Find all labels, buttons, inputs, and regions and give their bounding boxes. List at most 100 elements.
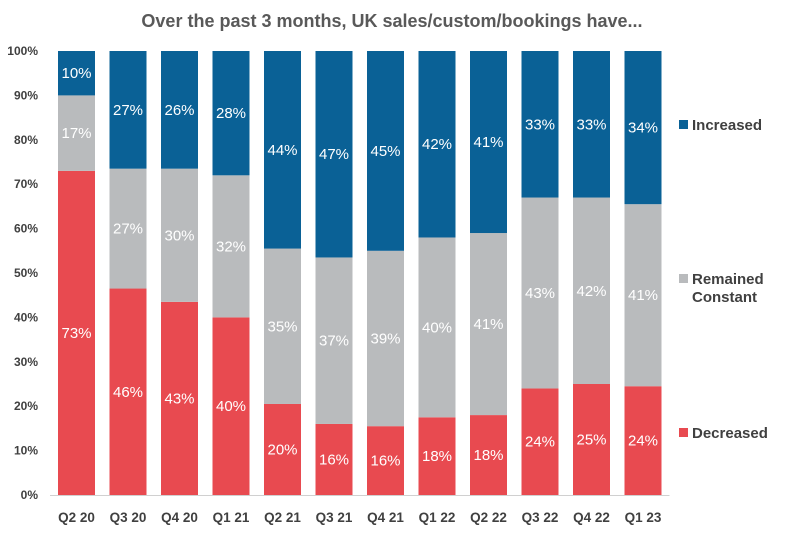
y-tick-label: 80% — [14, 133, 38, 147]
legend-swatch — [679, 120, 688, 129]
x-tick-label: Q2 21 — [264, 510, 301, 525]
data-label: 16% — [370, 453, 400, 470]
data-label: 24% — [628, 433, 658, 450]
x-tick-label: Q1 23 — [625, 510, 662, 525]
bar-segment-remained-constant — [161, 168, 198, 302]
legend-label: Increased — [692, 117, 762, 134]
data-label: 18% — [473, 447, 503, 464]
data-label: 45% — [370, 143, 400, 160]
legend-swatch — [679, 428, 688, 437]
data-label: 32% — [216, 238, 246, 255]
bar-segment-decreased — [521, 388, 559, 495]
y-axis: 0% 10% 20% 30% 40% 50% 60% 70% 80% 90% 100% — [7, 44, 38, 502]
data-label: 73% — [61, 325, 91, 342]
bar-segment-remained-constant — [315, 257, 353, 424]
data-label: 40% — [422, 319, 452, 336]
data-label: 25% — [576, 432, 606, 449]
bar-segment-increased — [470, 51, 507, 234]
x-tick-label: Q2 20 — [58, 510, 95, 525]
data-label: 18% — [422, 448, 452, 465]
bar-segment-remained-constant — [573, 197, 610, 384]
bar-segment-decreased — [624, 386, 662, 495]
y-tick-label: 50% — [14, 266, 38, 280]
bar-segment-remained-constant — [521, 197, 559, 389]
x-tick-label: Q3 22 — [522, 510, 559, 525]
data-label: 41% — [473, 134, 503, 151]
bars: 73% 17% 10% 46% 27% 27% 43% 30% 26% 40% 32% 28% 20% 3… — [58, 51, 662, 495]
data-label: 43% — [164, 390, 194, 407]
y-tick-label: 60% — [14, 222, 38, 236]
bar-segment-increased — [212, 51, 250, 176]
bar-segment-increased — [367, 51, 404, 251]
x-tick-label: Q3 20 — [110, 510, 147, 525]
bar-segment-increased — [315, 51, 353, 258]
data-label: 10% — [61, 65, 91, 82]
bar-segment-remained-constant — [418, 237, 456, 418]
data-label: 42% — [576, 283, 606, 300]
bar-segment-decreased — [573, 384, 610, 495]
legend-swatch — [679, 274, 688, 283]
data-label: 43% — [525, 285, 555, 302]
bar-segment-increased — [418, 51, 456, 238]
data-label: 39% — [370, 330, 400, 347]
x-tick-label: Q4 21 — [367, 510, 404, 525]
bar-segment-increased — [264, 51, 301, 249]
y-tick-label: 90% — [14, 88, 38, 102]
data-label: 37% — [319, 333, 349, 350]
data-label: 47% — [319, 146, 349, 163]
data-label: 20% — [267, 441, 297, 458]
bar-segment-decreased — [367, 426, 404, 495]
bar-segment-decreased — [264, 403, 301, 495]
data-label: 41% — [628, 287, 658, 304]
legend-label: Decreased — [692, 425, 768, 442]
y-tick-label: 0% — [21, 488, 39, 502]
data-label: 16% — [319, 451, 349, 468]
bar-segment-remained-constant — [109, 168, 147, 289]
chart-title: Over the past 3 months, UK sales/custom/… — [141, 11, 642, 31]
y-tick-label: 30% — [14, 355, 38, 369]
bar-segment-decreased — [58, 170, 95, 495]
x-tick-label: Q3 21 — [316, 510, 353, 525]
data-label: 35% — [267, 318, 297, 335]
data-label: 46% — [113, 384, 143, 401]
bar-segment-remained-constant — [212, 175, 250, 318]
bar-segment-decreased — [161, 301, 198, 495]
bar-segment-remained-constant — [624, 204, 662, 387]
data-label: 40% — [216, 398, 246, 415]
bar-segment-increased — [161, 51, 198, 169]
x-tick-label: Q2 22 — [470, 510, 507, 525]
data-label: 26% — [164, 102, 194, 119]
bar-segment-remained-constant — [367, 250, 404, 427]
bar-segment-increased — [58, 51, 95, 96]
x-tick-label: Q4 22 — [573, 510, 610, 525]
legend-label: Remained Constant — [692, 271, 764, 306]
bar-segment-decreased — [212, 317, 250, 495]
y-tick-label: 100% — [7, 44, 38, 58]
data-label: 41% — [473, 316, 503, 333]
data-label: 33% — [525, 116, 555, 133]
data-label: 27% — [113, 221, 143, 238]
data-label: 27% — [113, 102, 143, 119]
bar-segment-remained-constant — [470, 233, 507, 416]
data-label: 33% — [576, 116, 606, 133]
y-tick-label: 20% — [14, 399, 38, 413]
bar-segment-remained-constant — [58, 95, 95, 171]
data-label: 44% — [267, 142, 297, 159]
bar-segment-decreased — [109, 288, 147, 495]
y-tick-label: 70% — [14, 177, 38, 191]
x-tick-label: Q1 22 — [419, 510, 456, 525]
x-axis: Q2 20 Q3 20 Q4 20 Q1 21 Q2 21 Q3 21 Q4 21 Q1 22… — [50, 495, 670, 525]
bar-segment-increased — [109, 51, 147, 169]
bar-segment-increased — [624, 51, 662, 205]
data-label: 42% — [422, 136, 452, 153]
data-label: 28% — [216, 105, 246, 122]
legend: Increased Remained Constant Decreased — [679, 117, 768, 442]
data-label: 34% — [628, 120, 658, 137]
bar-segment-remained-constant — [264, 248, 301, 404]
x-tick-label: Q4 20 — [161, 510, 198, 525]
bar-segment-increased — [521, 51, 559, 198]
data-label: 17% — [61, 125, 91, 142]
bar-segment-decreased — [470, 415, 507, 495]
bar-segment-decreased — [315, 423, 353, 495]
